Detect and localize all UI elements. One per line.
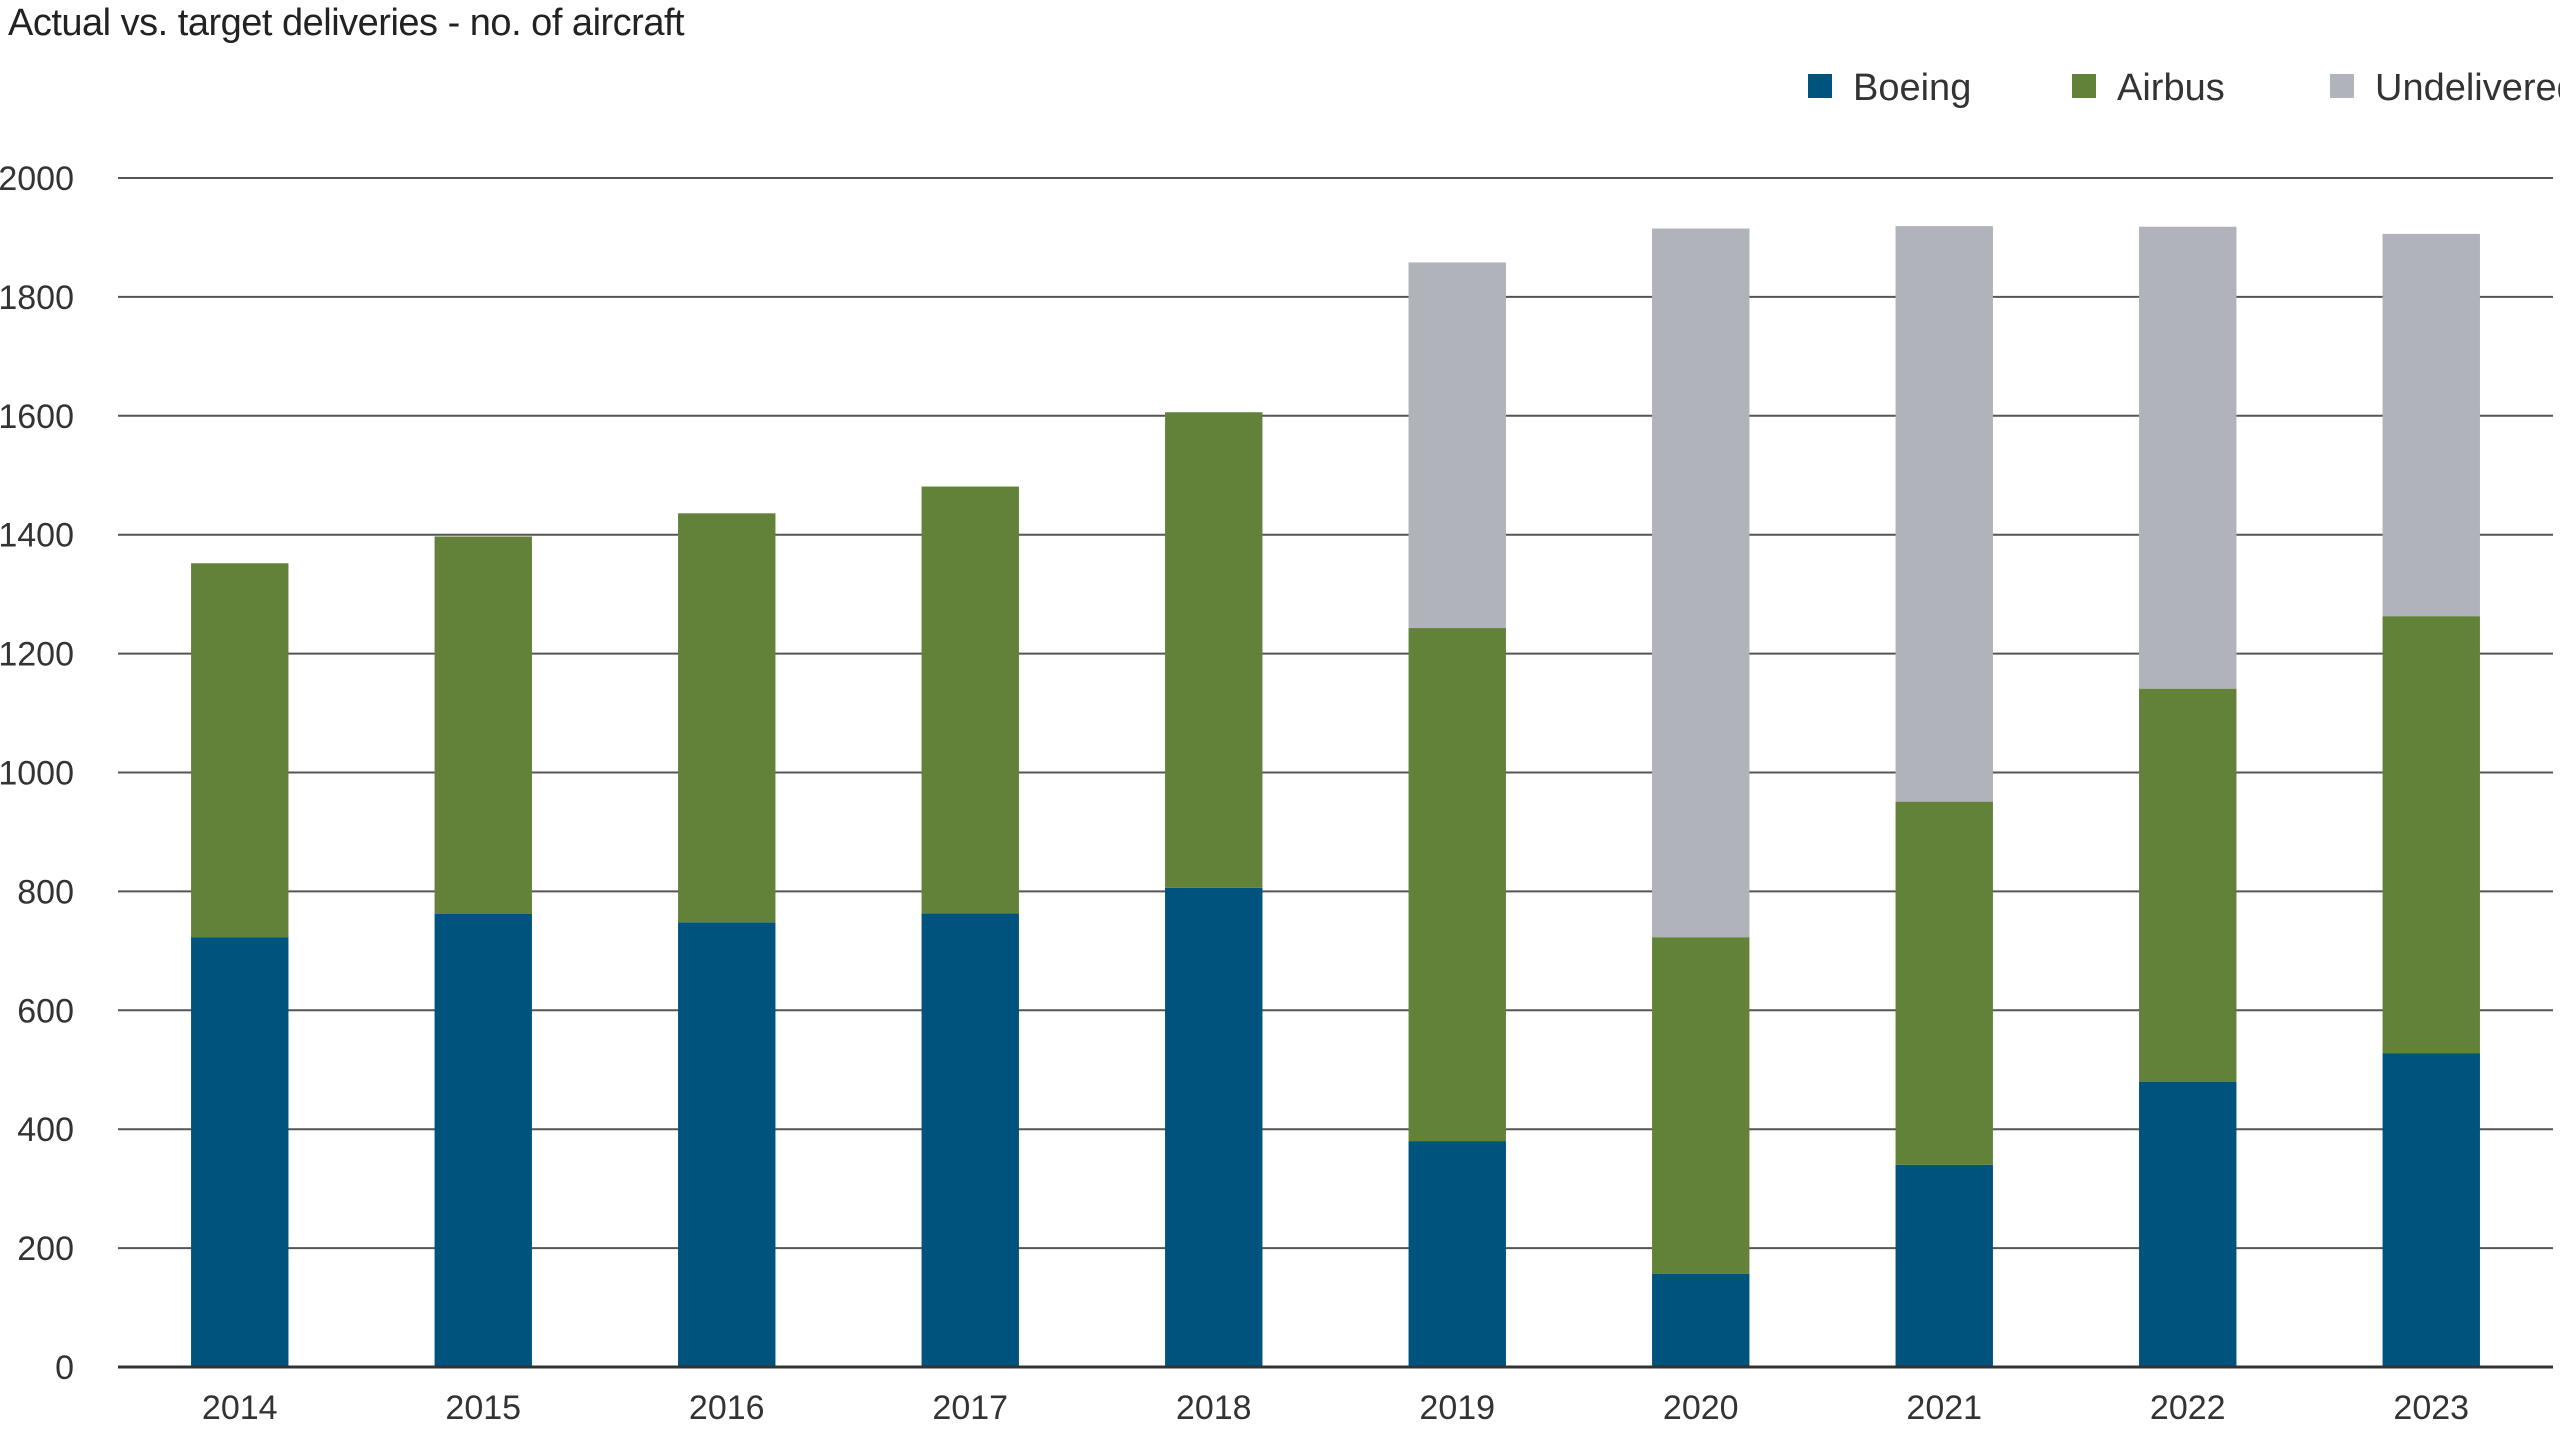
y-tick-label: 1400 — [0, 517, 74, 555]
bar-undelivered-2020 — [1652, 228, 1750, 938]
bar-airbus-2015 — [434, 536, 532, 914]
legend-label-boeing: Boeing — [1853, 67, 1971, 109]
x-tick-label: 2018 — [1176, 1389, 1252, 1427]
legend: Boeing Airbus Undelivered — [1808, 67, 2560, 109]
bar-airbus-2018 — [1165, 412, 1263, 888]
y-tick-label: 2000 — [0, 160, 74, 198]
bar-airbus-2021 — [1895, 801, 1993, 1165]
x-tick-label: 2016 — [689, 1389, 765, 1427]
bar-boeing-2016 — [678, 922, 776, 1367]
bar-boeing-2018 — [1165, 887, 1263, 1367]
y-tick-label: 400 — [17, 1111, 74, 1149]
axes: 0 200 400 600 800 1000 1200 1400 1600 1800 2000 201… — [0, 160, 2553, 1427]
bar-boeing-2019 — [1408, 1141, 1506, 1367]
bar-boeing-2023 — [2382, 1053, 2480, 1367]
bar-airbus-2014 — [191, 563, 289, 938]
legend-swatch-boeing — [1808, 74, 1832, 98]
x-tick-label: 2022 — [2150, 1389, 2226, 1427]
y-tick-label: 800 — [17, 873, 74, 911]
bar-undelivered-2021 — [1895, 226, 1993, 802]
bar-boeing-2021 — [1895, 1164, 1993, 1367]
bar-airbus-2023 — [2382, 616, 2480, 1054]
bar-boeing-2014 — [191, 937, 289, 1367]
legend-label-airbus: Airbus — [2117, 67, 2225, 109]
x-tick-label: 2017 — [932, 1389, 1008, 1427]
x-tick-label: 2020 — [1663, 1389, 1739, 1427]
bar-airbus-2016 — [678, 513, 776, 923]
chart-title: Actual vs. target deliveries - no. of ai… — [8, 2, 685, 44]
bar-boeing-2017 — [921, 913, 1019, 1367]
y-tick-label: 0 — [55, 1349, 74, 1387]
bar-undelivered-2023 — [2382, 233, 2480, 617]
y-tick-label: 1000 — [0, 755, 74, 793]
bar-boeing-2022 — [2139, 1081, 2237, 1367]
y-tick-label: 200 — [17, 1230, 74, 1268]
bar-airbus-2022 — [2139, 688, 2237, 1082]
x-tick-label: 2021 — [1906, 1389, 1982, 1427]
bar-airbus-2020 — [1652, 937, 1750, 1274]
x-tick-label: 2015 — [445, 1389, 521, 1427]
bars — [191, 226, 2480, 1367]
y-tick-label: 1200 — [0, 636, 74, 674]
x-tick-label: 2023 — [2393, 1389, 2469, 1427]
x-tick-label: 2019 — [1419, 1389, 1495, 1427]
bar-undelivered-2019 — [1408, 262, 1506, 629]
y-tick-label: 600 — [17, 992, 74, 1030]
y-tick-label: 1800 — [0, 279, 74, 317]
bar-boeing-2015 — [434, 913, 532, 1367]
bar-undelivered-2022 — [2139, 226, 2237, 689]
legend-label-undelivered: Undelivered — [2375, 67, 2560, 109]
bar-airbus-2017 — [921, 486, 1019, 914]
y-tick-label: 1600 — [0, 398, 74, 436]
legend-swatch-undelivered — [2330, 74, 2354, 98]
bar-boeing-2020 — [1652, 1273, 1750, 1367]
legend-swatch-airbus — [2072, 74, 2096, 98]
bar-airbus-2019 — [1408, 628, 1506, 1142]
x-tick-label: 2014 — [202, 1389, 278, 1427]
